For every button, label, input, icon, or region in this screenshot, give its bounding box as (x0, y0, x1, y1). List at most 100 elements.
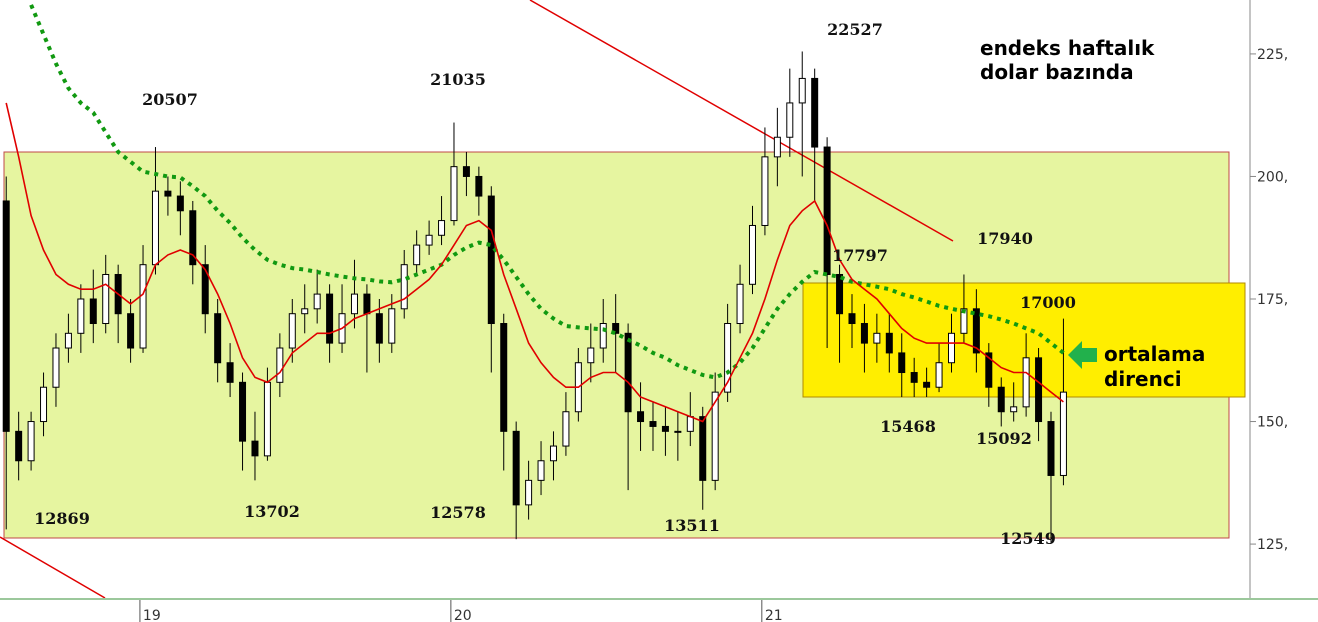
candle-body (1059, 391, 1067, 476)
candle-body (462, 166, 470, 177)
y-tick-label: 175, (1257, 292, 1288, 308)
candle-body (537, 460, 545, 481)
value-annotation: 12549 (1000, 529, 1056, 548)
candle-body (15, 430, 23, 462)
candle-body (450, 166, 458, 222)
x-tick-label: 19 (143, 608, 161, 622)
y-tick-label: 125, (1257, 537, 1288, 553)
callout-label: direnci (1104, 367, 1182, 391)
candle-body (64, 332, 72, 349)
trend-line (0, 536, 106, 599)
candle-body (127, 313, 135, 349)
value-annotation: 17000 (1020, 293, 1076, 312)
candle-body (276, 347, 284, 383)
candle-body (413, 244, 421, 266)
candle-body (637, 411, 645, 423)
candle-body (549, 445, 557, 462)
candle-body (164, 190, 172, 197)
plot: 125, 150, 175, 200, 225, 19 20 21 20507 21035 2252… (2, 4, 1288, 622)
candle-body (375, 313, 383, 344)
candle-body (960, 308, 968, 334)
candle-body (947, 332, 955, 364)
candle-body (77, 298, 85, 334)
candle-body (736, 283, 744, 325)
candle-body (350, 293, 358, 315)
chart-title: dolar bazında (980, 60, 1134, 84)
candle-body (587, 347, 595, 364)
candle-body (860, 323, 868, 344)
value-annotation: 15468 (880, 417, 936, 436)
value-annotation: 13511 (664, 516, 720, 535)
candle-body (761, 156, 769, 226)
candle-body (873, 332, 881, 344)
candle-body (898, 352, 906, 374)
callout-label: ortalama (1104, 342, 1205, 366)
candle-body (388, 308, 396, 344)
candle-body (400, 264, 408, 310)
value-annotation: 12578 (430, 503, 486, 522)
candle-body (251, 440, 259, 457)
candle-body (836, 273, 844, 315)
candle-body (102, 273, 110, 325)
candle-body (985, 352, 993, 388)
value-annotation: 22527 (827, 20, 883, 39)
candle-body (313, 293, 321, 310)
candle-body (438, 220, 446, 236)
candle-body (686, 416, 694, 432)
candle-body (2, 200, 10, 432)
candle-body (910, 372, 918, 383)
candle-body (487, 195, 495, 325)
value-annotation: 21035 (430, 70, 486, 89)
candle-body (425, 234, 433, 246)
candle-body (201, 264, 209, 315)
candle-body (649, 421, 657, 427)
x-tick-label: 20 (454, 608, 472, 622)
value-annotation: 15092 (976, 429, 1032, 448)
value-annotation: 17940 (977, 229, 1033, 248)
candle-body (1010, 406, 1018, 413)
candle-body (786, 102, 794, 138)
candle-body (500, 323, 508, 432)
slow-average (29, 4, 1065, 380)
candle-body (27, 421, 35, 462)
candle-body (226, 362, 234, 383)
candle-body (301, 308, 309, 315)
candle-body (724, 323, 732, 393)
candle-body (525, 479, 533, 506)
candle-body (935, 362, 943, 388)
candle-body (89, 298, 97, 325)
value-annotation: 12869 (34, 509, 90, 528)
candle-body (612, 323, 620, 334)
trend-line (529, 0, 954, 242)
callout-arrow (1068, 341, 1097, 369)
candle-body (798, 77, 806, 104)
candle-body (288, 313, 296, 349)
candle-body (52, 347, 60, 388)
y-tick-label: 150, (1257, 415, 1288, 431)
candle-body (1047, 421, 1055, 476)
candle-body (748, 224, 756, 285)
candle-body (773, 136, 781, 158)
y-tick-label: 225, (1257, 47, 1288, 63)
candle-body (661, 425, 669, 432)
candle-body (885, 332, 893, 354)
candle-body (326, 293, 334, 344)
fast-average (5, 102, 1064, 423)
candle-body (189, 210, 197, 266)
candle-body (711, 391, 719, 481)
candle-body (674, 430, 682, 433)
candle-body (599, 323, 607, 349)
candle-body (363, 293, 371, 315)
y-tick-label: 200, (1257, 169, 1288, 185)
candle-body (1022, 357, 1030, 408)
candle-body (214, 313, 222, 364)
value-annotation: 20507 (142, 90, 198, 109)
candle-body (139, 264, 147, 349)
candle-body (848, 313, 856, 325)
value-annotation: 13702 (244, 502, 300, 521)
candle-body (512, 430, 520, 506)
candle-body (699, 416, 707, 481)
x-tick-label: 21 (765, 608, 783, 622)
candle-body (263, 381, 271, 457)
